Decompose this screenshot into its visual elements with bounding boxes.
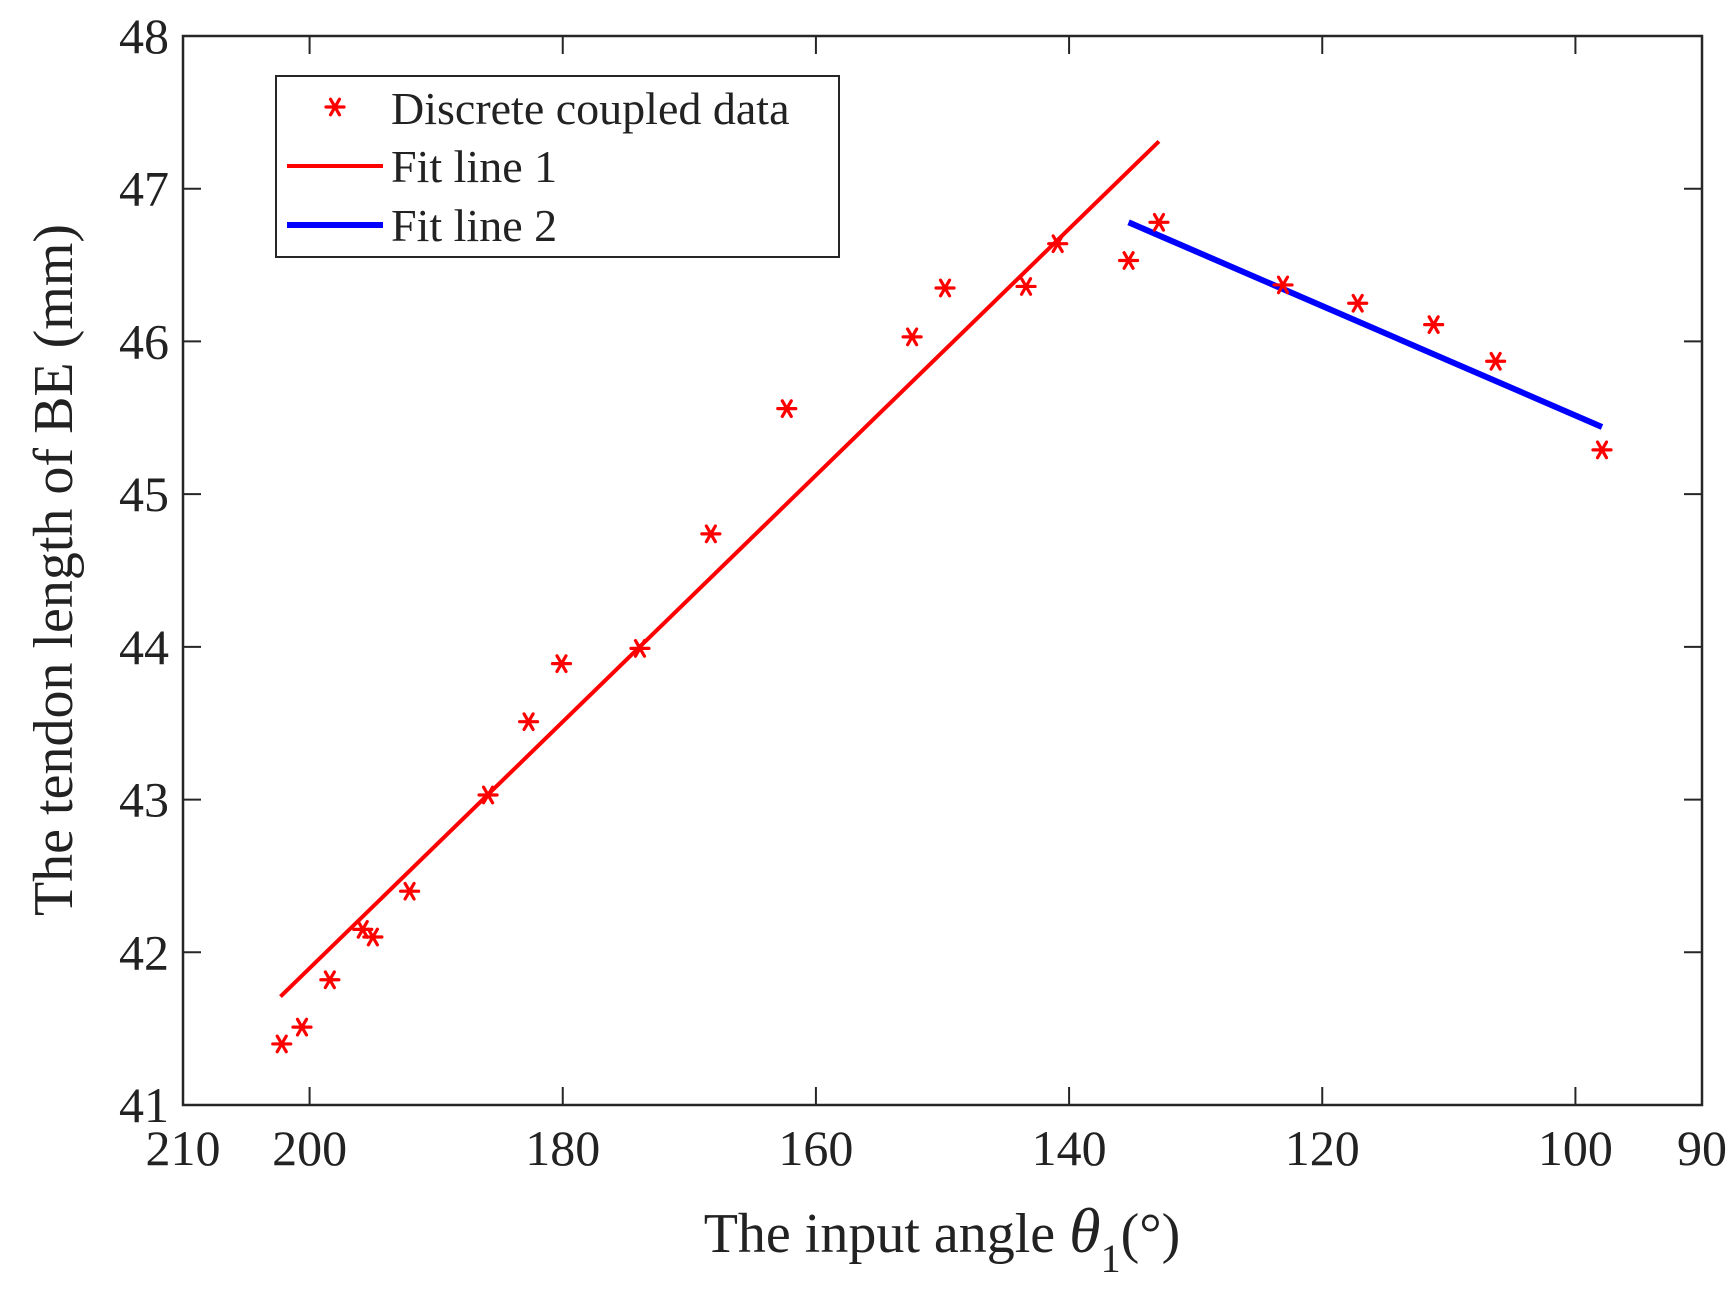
data-point [1272, 275, 1294, 295]
data-point [1047, 234, 1069, 254]
theta-symbol: θ [1069, 1195, 1100, 1266]
data-point [700, 524, 722, 544]
x-tick-label: 140 [1032, 1120, 1107, 1176]
x-axis-title-prefix: The input angle [704, 1203, 1069, 1265]
data-point [1423, 315, 1445, 335]
legend-label-fit-2: Fit line 2 [391, 200, 557, 251]
data-point [629, 638, 651, 658]
data-point [271, 1034, 293, 1054]
y-tick-label: 46 [119, 313, 169, 369]
axes-frame [181, 34, 1704, 1107]
x-axis-title-suffix: (°) [1121, 1203, 1181, 1265]
data-point [398, 881, 421, 901]
y-tick-label: 42 [119, 924, 169, 980]
fit-line-2 [1127, 219, 1604, 430]
data-point [319, 970, 341, 990]
legend: Discrete coupled data Fit line 1 Fit lin… [275, 75, 840, 258]
y-tick-label: 43 [119, 772, 169, 828]
data-point [901, 327, 923, 347]
y-axis-title: The tendon length of BE (mm) [23, 224, 85, 916]
y-tick-label: 47 [119, 161, 169, 217]
x-tick-label: 200 [272, 1120, 347, 1176]
x-tick-label: 90 [1677, 1120, 1727, 1176]
theta-subscript: 1 [1101, 1236, 1121, 1281]
y-tick-label: 48 [119, 8, 169, 64]
data-point [550, 654, 573, 674]
data-point [1347, 293, 1369, 313]
x-tick-label: 210 [146, 1120, 221, 1176]
legend-asterisk [324, 97, 346, 117]
data-point [362, 927, 384, 947]
legend-marker-discrete-data [324, 97, 346, 117]
data-point [1015, 277, 1037, 296]
data-point [776, 399, 798, 419]
data-point [1485, 351, 1507, 371]
y-tick-label: 45 [119, 466, 169, 522]
x-tick-label: 120 [1285, 1120, 1360, 1176]
fit-line-1 [279, 139, 1161, 999]
data-point [1591, 440, 1613, 460]
data-point [291, 1017, 313, 1037]
legend-label-discrete-data: Discrete coupled data [391, 83, 789, 134]
y-tick-label: 44 [119, 619, 169, 675]
data-point [934, 278, 956, 298]
legend-label-fit-1: Fit line 1 [391, 141, 557, 192]
x-tick-label: 180 [525, 1120, 600, 1176]
x-tick-label: 100 [1538, 1120, 1613, 1176]
data-point [1117, 251, 1140, 270]
y-tick-label: 41 [119, 1077, 169, 1133]
ticks-layer: 210 200 180 160 140 120 100 90 41 42 43 44 45 46 47 48 [119, 8, 1727, 1176]
x-axis-title: The input angle θ1(°) [704, 1195, 1181, 1281]
data-point [1148, 212, 1170, 232]
x-tick-label: 160 [778, 1120, 853, 1176]
data-point [477, 785, 499, 805]
series-layer [271, 139, 1613, 1054]
data-point [517, 712, 540, 732]
